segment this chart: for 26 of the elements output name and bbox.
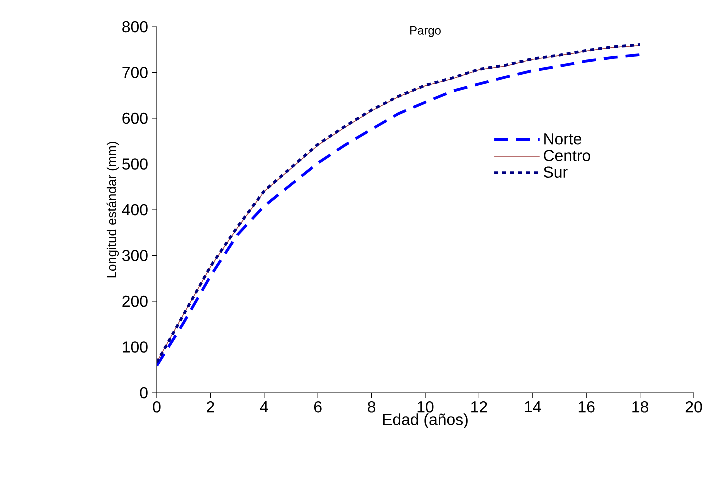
legend-label: Sur xyxy=(544,166,568,178)
x-tick-label: 6 xyxy=(314,402,322,413)
x-tick-label: 0 xyxy=(153,402,161,413)
y-tick-label: 500 xyxy=(122,158,148,170)
y-tick-label: 400 xyxy=(122,204,148,216)
x-tick-label: 4 xyxy=(260,402,268,412)
y-tick-label: 100 xyxy=(123,342,148,353)
y-axis-title: Longitud estándar (mm) xyxy=(106,142,120,278)
x-tick-label: 2 xyxy=(207,402,214,413)
y-tick-label: 300 xyxy=(122,250,148,262)
x-tick-label: 8 xyxy=(368,402,376,413)
legend-label: Centro xyxy=(544,150,590,162)
x-axis-title: Edad (años) xyxy=(383,414,468,428)
legend-label: Norte xyxy=(544,134,582,145)
x-tick-label: 10 xyxy=(418,402,434,413)
x-tick-label: 16 xyxy=(578,402,595,413)
y-tick-label: 0 xyxy=(140,387,148,399)
y-tick-label: 700 xyxy=(122,67,148,78)
x-tick-label: 18 xyxy=(632,402,648,413)
y-tick-label: 800 xyxy=(122,21,148,33)
y-tick-label: 600 xyxy=(122,112,148,124)
x-tick-label: 14 xyxy=(525,402,542,412)
x-tick-label: 12 xyxy=(472,402,488,413)
y-tick-label: 200 xyxy=(122,296,148,308)
chart-title: Pargo xyxy=(410,26,441,38)
x-tick-label: 20 xyxy=(686,402,702,413)
